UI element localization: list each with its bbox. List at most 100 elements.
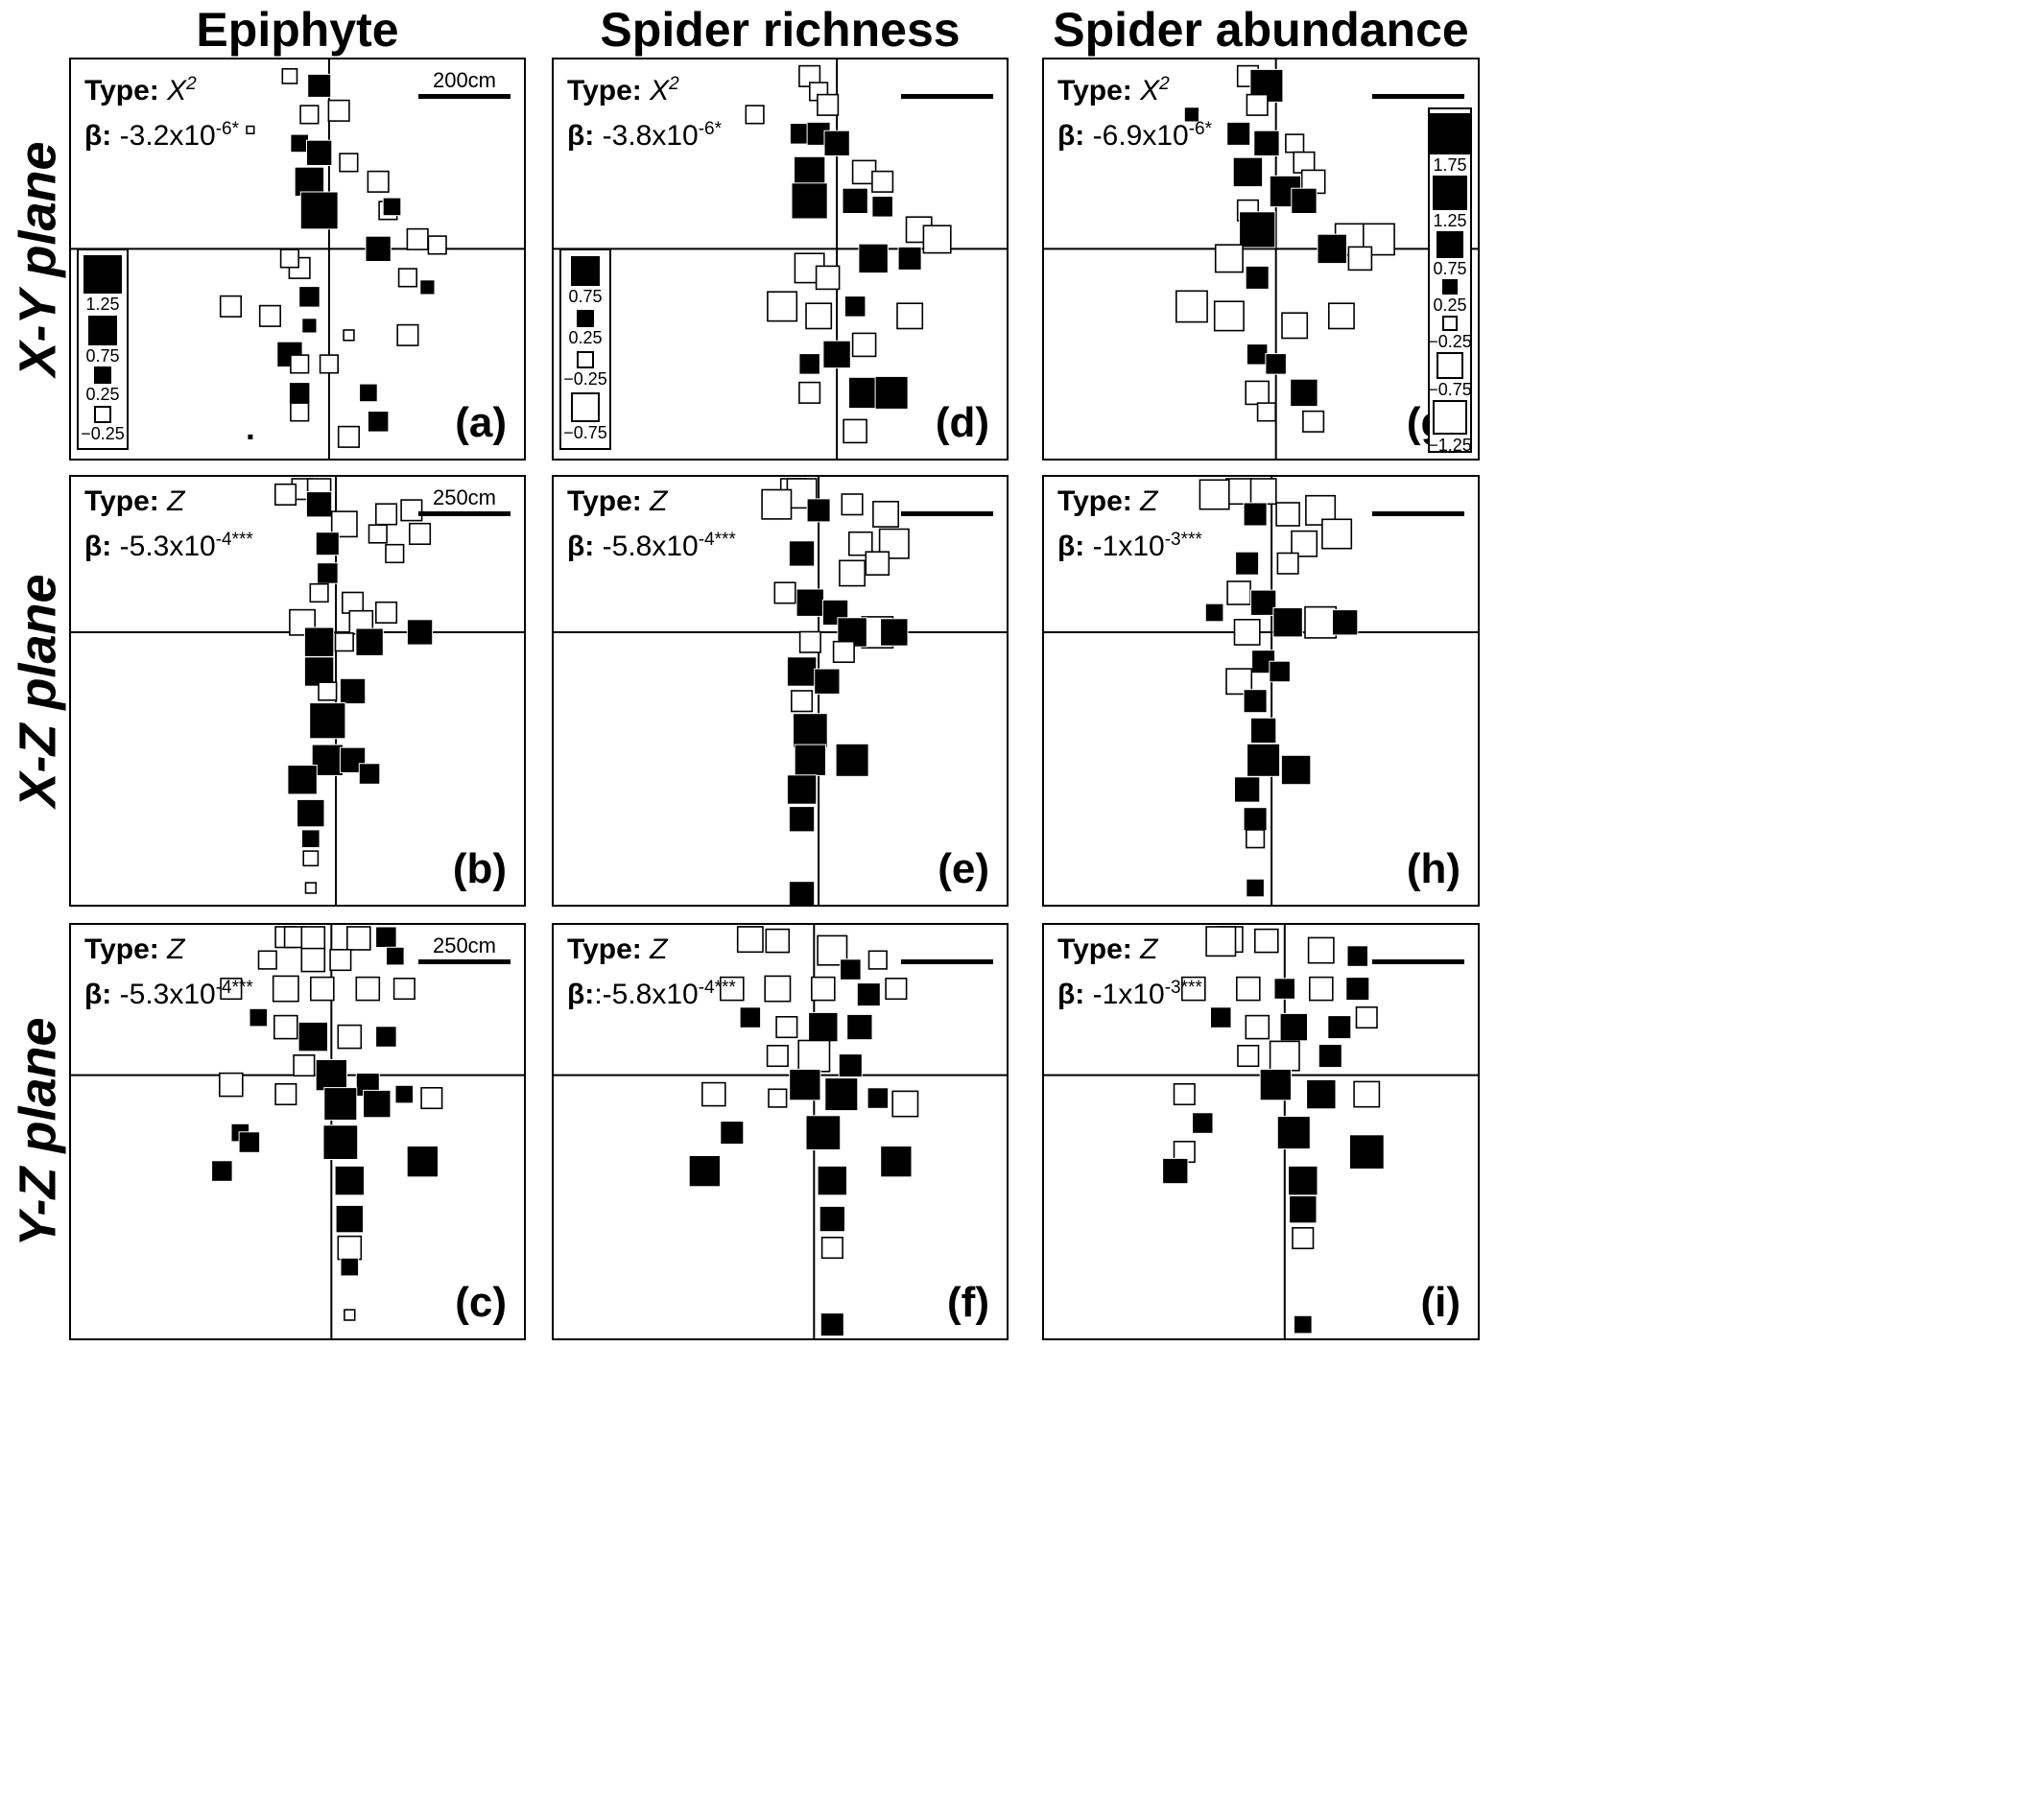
residual-square xyxy=(258,304,281,327)
residual-square xyxy=(1294,1314,1313,1335)
residual-square xyxy=(819,1312,844,1337)
residual-square xyxy=(394,1084,415,1104)
residual-square xyxy=(788,540,816,567)
legend-label: −1.25 xyxy=(1428,436,1472,456)
legend-item: 0.75 xyxy=(568,255,603,307)
residual-square xyxy=(317,562,339,584)
legend-square xyxy=(1432,175,1468,210)
residual-square xyxy=(839,559,866,587)
beta-value: -5.3x10 xyxy=(111,531,216,562)
legend-square xyxy=(83,254,122,294)
residual-square xyxy=(382,197,402,217)
residual-square xyxy=(293,1054,316,1077)
residual-square xyxy=(1280,754,1312,786)
scale-bar xyxy=(1372,486,1464,516)
residual-square xyxy=(1347,246,1373,272)
residual-square xyxy=(1175,290,1208,323)
residual-square xyxy=(1173,1083,1196,1106)
legend-label: 0.25 xyxy=(1433,295,1467,315)
beta-key: β: xyxy=(1057,120,1085,152)
residual-square xyxy=(363,1089,392,1119)
residual-square xyxy=(788,881,816,905)
residual-square xyxy=(211,1160,233,1182)
type-exponent: 2 xyxy=(1159,74,1170,94)
residual-square xyxy=(238,1131,261,1153)
residual-square xyxy=(303,656,335,687)
beta-exponent: -3*** xyxy=(1164,978,1202,998)
residual-square xyxy=(220,977,243,1001)
residual-square xyxy=(257,950,277,970)
residual-square xyxy=(1304,605,1338,639)
panel-letter: (i) xyxy=(1420,1279,1460,1326)
type-line: Type: X2 xyxy=(84,65,239,110)
residual-square xyxy=(871,196,893,218)
beta-exponent: -4*** xyxy=(215,978,253,998)
beta-line: β: -5.3x10-4*** xyxy=(84,969,253,1014)
residual-square xyxy=(791,690,814,713)
beta-line: β: -1x10-3*** xyxy=(1057,521,1202,566)
residual-square xyxy=(922,225,952,254)
type-value: Z xyxy=(158,934,185,965)
beta-value: -3.2x10 xyxy=(111,120,216,152)
residual-square xyxy=(1183,106,1200,123)
residual-square xyxy=(300,947,326,973)
residual-square xyxy=(865,551,890,576)
legend-item: 0.25 xyxy=(1433,278,1467,316)
type-key: Type: xyxy=(84,485,159,517)
beta-exponent: -6* xyxy=(698,119,723,139)
residual-square xyxy=(1226,580,1251,605)
beta-value: -1x10 xyxy=(1084,979,1165,1010)
residual-square xyxy=(335,1204,365,1234)
scale-bar-line xyxy=(418,959,510,964)
residual-square xyxy=(281,68,298,84)
residual-square xyxy=(290,402,310,422)
residual-square xyxy=(794,155,826,189)
panel-a: Type: X2 β: -3.2x10-6* 200cm (a) 1.25 0.75 0.2… xyxy=(69,58,526,461)
residual-square xyxy=(775,1016,798,1039)
legend-item: −0.25 xyxy=(81,406,125,444)
residual-square xyxy=(1250,717,1277,745)
residual-square xyxy=(359,383,378,403)
residual-square xyxy=(306,139,333,166)
residual-square xyxy=(337,1024,363,1050)
residual-square xyxy=(739,1006,762,1028)
beta-key: β: xyxy=(84,531,112,562)
residual-square xyxy=(824,1077,859,1112)
residual-square xyxy=(736,926,764,954)
residual-square xyxy=(1245,1014,1270,1040)
plot-area-f xyxy=(554,925,1007,1338)
legend-square xyxy=(1437,352,1463,380)
scale-bar xyxy=(1372,69,1464,99)
residual-square xyxy=(761,488,793,520)
residual-square xyxy=(867,1087,890,1109)
beta-line: β: -3.2x10-6* xyxy=(84,110,239,155)
residual-square xyxy=(786,774,818,805)
residual-square xyxy=(848,376,881,410)
residual-square xyxy=(334,632,354,652)
residual-square xyxy=(1291,530,1318,557)
residual-square xyxy=(274,1083,297,1106)
residual-square xyxy=(1213,300,1245,332)
legend-square xyxy=(570,391,601,422)
plot-area-h xyxy=(1044,477,1478,905)
beta-value: -5.3x10 xyxy=(111,979,216,1010)
column-title-epiphyte: Epiphyte abundance xyxy=(171,3,424,116)
residual-square xyxy=(318,681,338,701)
residual-square xyxy=(1239,211,1276,248)
residual-square xyxy=(805,1115,842,1151)
panel-letter: (h) xyxy=(1406,845,1460,892)
residual-square xyxy=(396,323,419,346)
residual-square xyxy=(1245,265,1270,290)
residual-square xyxy=(301,829,321,848)
residual-square xyxy=(1345,977,1370,1002)
beta-exponent: -3*** xyxy=(1164,530,1202,550)
residual-square xyxy=(789,1069,821,1101)
residual-square xyxy=(358,763,381,785)
scale-bar xyxy=(901,934,993,964)
type-value: X xyxy=(641,75,670,106)
